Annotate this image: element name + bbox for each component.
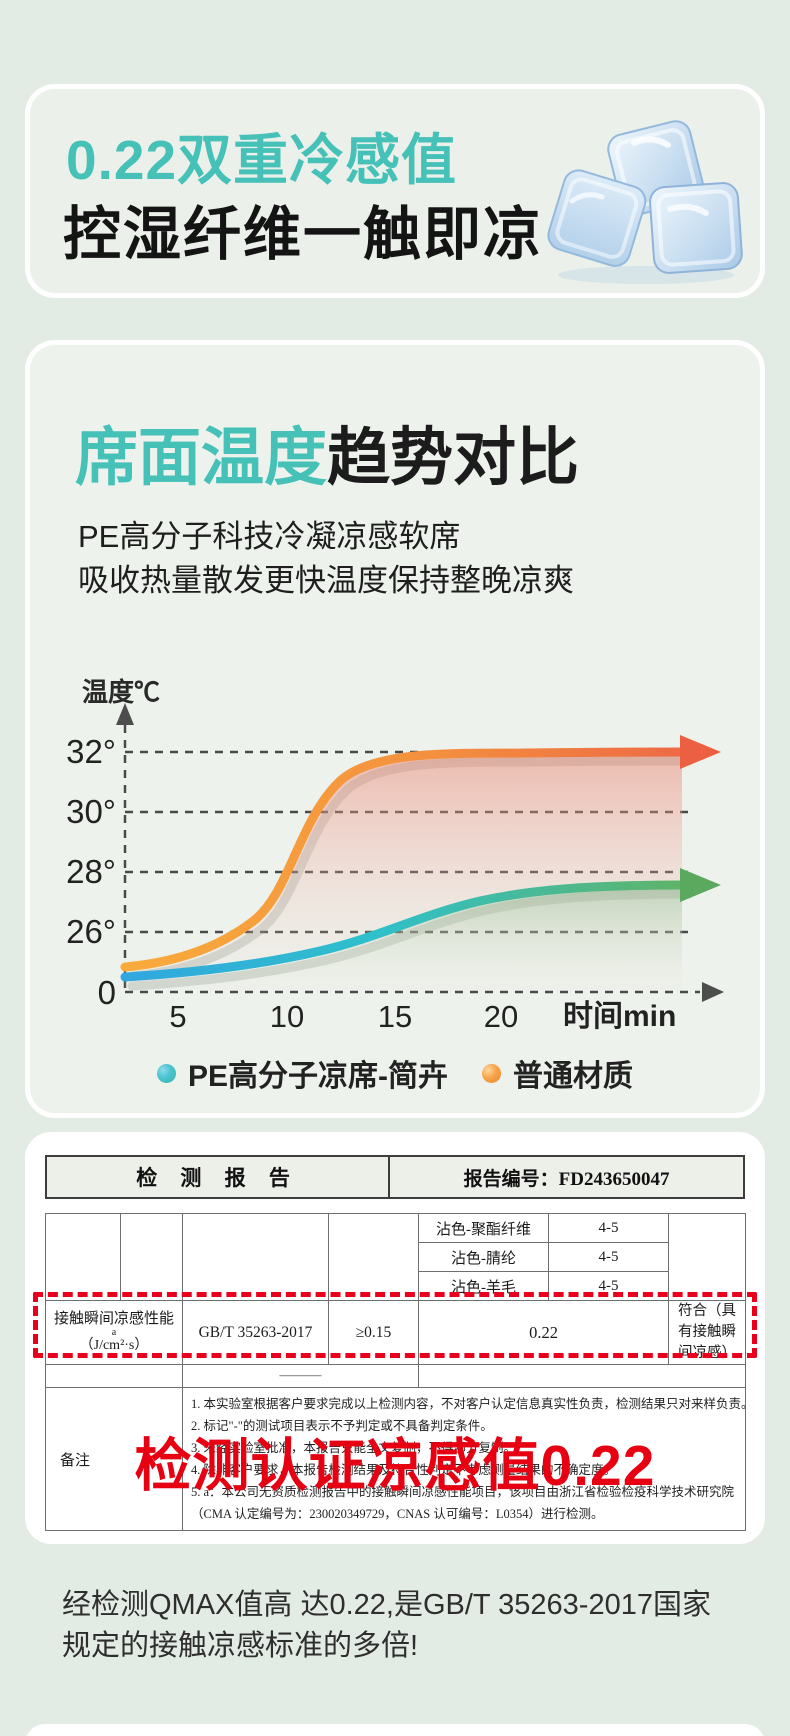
hero-card: 0.22双重冷感值 控湿纤维一触即凉 [25,84,765,298]
cell-color-item: 沾色-腈纶 [418,1242,549,1272]
remark-line: 2. 标记"-"的测试项目表示不予判定或不具备判定条件。 [191,1419,493,1434]
xtick-15: 15 [378,999,412,1034]
xtick-20: 20 [484,999,518,1034]
ytick-28: 28° [66,853,116,890]
remark-line: 5. a：本公司无资质检测报告中的接触瞬间凉感性能项目，该项目由浙江省检验检疫科… [191,1485,735,1500]
cell-empty [328,1213,419,1301]
report-header: 检 测 报 告 报告编号：FD243650047 [45,1155,745,1199]
section-title-accent: 席面温度 [75,423,327,493]
remark-line: 1. 本实验室根据客户要求完成以上检测内容，不对客户认定信息真实性负责，检测结果… [191,1397,754,1412]
cell-empty [120,1213,183,1301]
qmax-highlight-dashed-box [33,1292,757,1358]
remarks-cell: 1. 本实验室根据客户要求完成以上检测内容，不对客户认定信息真实性负责，检测结果… [182,1387,754,1532]
cell-empty [45,1213,121,1301]
cell-color-item: 沾色-聚酯纤维 [418,1213,549,1243]
hero-title-main: 控湿纤维一触即凉 [63,202,544,267]
remarks-row: 备注 1. 本实验室根据客户要求完成以上检测内容，不对客户认定信息真实性负责，检… [45,1387,754,1532]
section-title: 席面温度趋势对比 [75,407,579,498]
section-desc-line2: 吸收热量散发更快温度保持整晚凉爽 [78,563,574,598]
ytick-26: 26° [66,913,116,950]
ordinary-legend-dot-icon [482,1063,501,1083]
certified-value-stamp: 检测认证凉感值0.22 [134,1434,656,1498]
pe-legend-dot-icon [156,1063,176,1083]
cell-empty [668,1213,746,1301]
remark-line: 4. 除非客户要求，本报告检测结果及符合性判定不考虑测量结果的不确定度。 [191,1463,617,1478]
section-title-rest: 趋势对比 [327,423,579,493]
cell-dash: ——— [182,1364,419,1389]
table-row: ——— [45,1364,746,1389]
report-title: 检 测 报 告 [47,1157,391,1197]
cell-empty [418,1364,746,1389]
ordinary-arrow-icon [680,735,721,769]
remark-line: 3. 未经实验室批准，本报告只能全文复制，不得部分复制。 [191,1441,517,1456]
hero-title-accent: 0.22双重冷感值 [66,129,458,191]
y-axis-label: 温度℃ [82,677,160,707]
section-description: PE高分子科技冷凝凉感软席 吸收热量散发更快温度保持整晚凉爽 [78,515,574,603]
report-number: 报告编号：FD243650047 [463,1168,670,1190]
cell-color-grade: 4-5 [548,1242,669,1272]
legend-item-ordinary: 普通材质 [482,1051,633,1095]
footer-summary-text: 经检测QMAX值高 达0.22,是GB/T 35263-2017国家规定的接触凉… [62,1589,711,1662]
series-pe-line [120,880,687,982]
chart-legend: PE高分子凉席-简卉 普通材质 [30,1051,760,1095]
cell-empty [182,1213,329,1301]
section-desc-line1: PE高分子科技冷凝凉感软席 [78,519,461,554]
remark-line: （CMA 认定编号为：230020349729，CNAS 认可编号：L0354）… [191,1507,604,1522]
next-card-edge [25,1724,765,1736]
cell-color-grade: 4-5 [548,1213,669,1243]
cell-empty [45,1364,183,1389]
report-table: 沾色-聚酯纤维 4-5 沾色-腈纶 4-5 沾色-羊毛 4-5 接触瞬间凉感性能… [45,1213,754,1532]
xtick-10: 10 [270,999,304,1034]
pe-arrow-icon [680,868,721,902]
y-axis-arrow-icon [116,703,134,725]
table-row: 沾色-聚酯纤维 4-5 [45,1213,746,1301]
ytick-32: 32° [66,733,116,770]
ytick-0: 0 [98,974,116,1011]
ice-cubes-icon [547,120,743,284]
legend-item-pe: PE高分子凉席-简卉 [156,1051,448,1095]
pe-legend-label: PE高分子凉席-简卉 [187,1060,448,1093]
temperature-trend-chart: 温度℃ 32° 30° 28° 26° 0 5 10 15 [66,677,724,1034]
x-axis-unit-label: 时间min [563,1000,676,1033]
ytick-30: 30° [66,793,116,830]
x-axis-arrow-icon [702,982,724,1002]
ordinary-legend-label: 普通材质 [513,1060,633,1093]
temperature-section-card: 席面温度趋势对比 PE高分子科技冷凝凉感软席 吸收热量散发更快温度保持整晚凉爽 [25,340,765,1118]
xtick-5: 5 [169,999,186,1034]
test-report-card: 检 测 报 告 报告编号：FD243650047 沾色-聚酯纤维 4-5 [25,1132,765,1544]
series-ordinary-line [120,747,687,972]
